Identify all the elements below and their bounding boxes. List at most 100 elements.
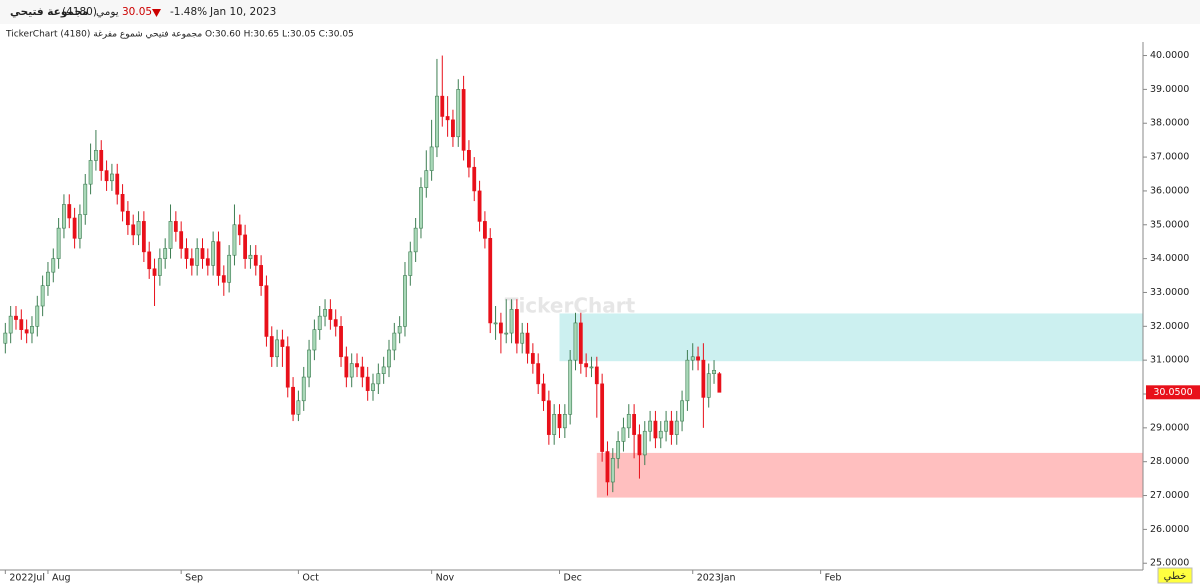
zone [559, 313, 1143, 362]
candle-body [509, 309, 514, 334]
candle-body [562, 414, 567, 429]
candle-body [275, 339, 279, 358]
chart-type-button[interactable]: خطي [1164, 571, 1187, 582]
candle-body [456, 89, 461, 138]
candle-body [376, 373, 381, 385]
candle-body [56, 227, 61, 259]
y-tick-label: 33.0000 [1150, 287, 1189, 298]
candle-body [493, 322, 498, 325]
candle-body [680, 400, 684, 422]
candle-body [51, 258, 56, 273]
candle-body [419, 187, 423, 229]
candle-body [19, 319, 24, 330]
candle-body [467, 150, 471, 168]
period: يومي [96, 6, 119, 18]
candle-body [280, 339, 285, 347]
candle-body [530, 353, 535, 364]
candle-body [88, 160, 93, 185]
candle-body [397, 326, 402, 334]
candle-body [461, 89, 466, 151]
candle-body [381, 366, 386, 374]
price: 30.05 [122, 6, 152, 18]
candle-body [141, 221, 146, 253]
candle-body [568, 359, 573, 415]
candle-body [632, 414, 637, 435]
y-tick-label: 32.0000 [1150, 321, 1189, 332]
candle-body [67, 204, 72, 219]
candle-body [429, 146, 434, 171]
candle-body [584, 363, 589, 368]
candle-body [157, 258, 162, 276]
date: Jan 10, 2023 [209, 6, 276, 18]
change: -1.48% [170, 6, 207, 18]
down-arrow [152, 9, 161, 17]
candle-body [24, 329, 29, 334]
candle-body [472, 166, 477, 192]
candle-body [136, 221, 141, 236]
chart-type-button-bg [1157, 567, 1193, 584]
candle-body [189, 258, 194, 266]
candle-body [328, 309, 333, 320]
candle-body [658, 430, 663, 439]
x-tick-label: Nov [436, 573, 455, 584]
candle-body [392, 332, 397, 351]
zone [596, 452, 1143, 498]
candle-body [536, 363, 541, 385]
candle-body [514, 309, 519, 344]
candle-body [626, 414, 631, 429]
candle-body [221, 275, 226, 283]
candle-body [610, 458, 615, 483]
last-price-label: 30.0500 [1153, 387, 1192, 398]
y-tick-label: 38.0000 [1150, 118, 1189, 129]
candle-body [541, 383, 546, 402]
candle-body [589, 366, 594, 369]
candle-body [83, 183, 88, 215]
candle-body [296, 400, 301, 415]
candle-body [664, 420, 668, 432]
candle-body [435, 95, 439, 148]
candle-body [195, 248, 200, 266]
candle-body [525, 332, 530, 354]
candle-body [483, 221, 487, 239]
candle-body [307, 349, 311, 378]
candle-body [285, 346, 290, 388]
candle-body [14, 315, 18, 320]
candle-body [269, 336, 274, 358]
candle-body [408, 251, 413, 276]
candle-body [578, 322, 583, 364]
header-bar [0, 0, 1200, 24]
candle-body [653, 420, 658, 439]
candle-body [648, 420, 652, 432]
candle-body [690, 356, 695, 361]
candle-body [413, 227, 418, 253]
candle-body [333, 319, 338, 327]
y-tick-label: 25.0000 [1150, 558, 1189, 569]
candle-body [35, 305, 40, 327]
y-tick-label: 36.0000 [1150, 185, 1189, 196]
candle-body [46, 271, 50, 286]
candle-body [232, 224, 237, 256]
candle-body [211, 241, 216, 266]
candle-body [152, 268, 157, 276]
candle-body [259, 265, 264, 286]
y-tick-label: 29.0000 [1150, 422, 1189, 433]
candle-body [301, 376, 306, 402]
candle-body [552, 414, 557, 435]
candle-body [445, 116, 450, 121]
candle-body [488, 238, 493, 324]
candle-body [339, 326, 343, 358]
candle-body [403, 275, 407, 327]
candle-body [360, 366, 365, 378]
candle-body [706, 373, 711, 398]
candle-body [349, 363, 354, 378]
candle-body [600, 383, 605, 452]
candle-body [237, 224, 242, 236]
candle-body [557, 414, 562, 429]
y-tick-label: 31.0000 [1150, 355, 1189, 366]
candle-body [440, 95, 445, 117]
candle-body [312, 329, 317, 351]
candle-body [451, 119, 455, 138]
x-tick-label: Aug [52, 573, 71, 584]
